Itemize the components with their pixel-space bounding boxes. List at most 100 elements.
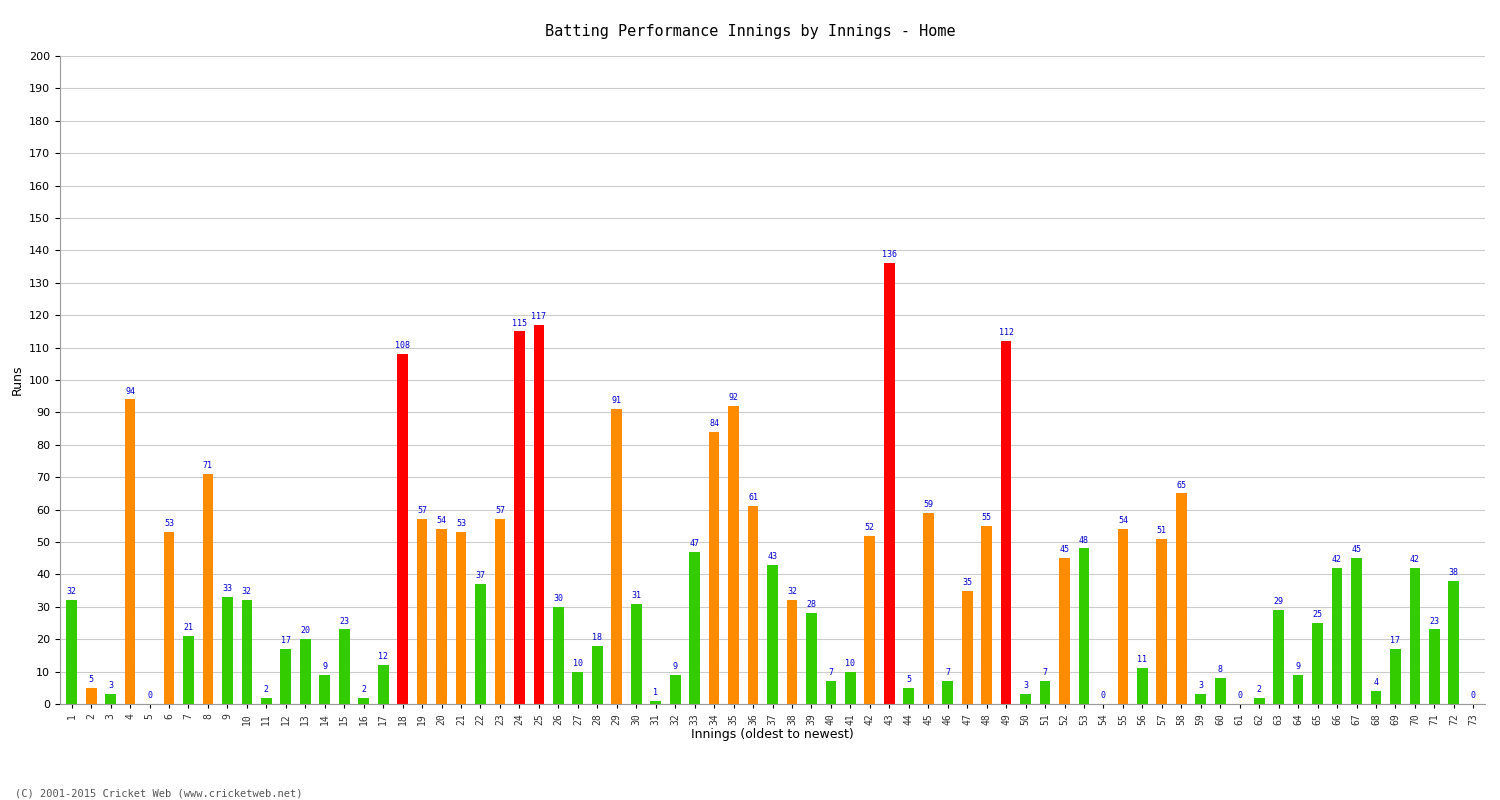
Bar: [1156, 538, 1167, 704]
Bar: [632, 603, 642, 704]
Bar: [903, 688, 914, 704]
Bar: [86, 688, 96, 704]
Text: 94: 94: [124, 386, 135, 395]
Bar: [884, 263, 894, 704]
Bar: [476, 584, 486, 704]
Y-axis label: Runs: Runs: [10, 365, 24, 395]
Bar: [66, 600, 76, 704]
Bar: [747, 506, 759, 704]
Bar: [708, 432, 720, 704]
Bar: [222, 597, 232, 704]
Text: 11: 11: [1137, 655, 1148, 665]
Bar: [398, 354, 408, 704]
Bar: [864, 535, 874, 704]
Text: 92: 92: [729, 393, 738, 402]
Text: 54: 54: [1118, 516, 1128, 525]
Text: 42: 42: [1332, 555, 1342, 564]
Bar: [1449, 581, 1460, 704]
Bar: [766, 565, 778, 704]
Text: 45: 45: [1352, 546, 1362, 554]
Bar: [1390, 649, 1401, 704]
Text: 47: 47: [690, 539, 699, 548]
Bar: [612, 409, 622, 704]
Text: 28: 28: [807, 600, 816, 610]
Text: 25: 25: [1312, 610, 1323, 619]
Bar: [124, 399, 135, 704]
Text: 48: 48: [1078, 535, 1089, 545]
Bar: [670, 675, 681, 704]
Text: 10: 10: [846, 658, 855, 668]
Text: 59: 59: [922, 500, 933, 509]
Text: 21: 21: [183, 623, 194, 632]
Text: 30: 30: [554, 594, 564, 603]
Text: 45: 45: [1059, 546, 1070, 554]
Bar: [534, 325, 544, 704]
Text: 9: 9: [672, 662, 678, 671]
Text: 117: 117: [531, 312, 546, 321]
Text: 136: 136: [882, 250, 897, 259]
Bar: [495, 519, 506, 704]
Text: 52: 52: [865, 522, 874, 532]
Bar: [261, 698, 272, 704]
Text: 3: 3: [1023, 682, 1028, 690]
Text: 53: 53: [456, 519, 466, 528]
Bar: [1312, 623, 1323, 704]
Bar: [1176, 494, 1186, 704]
Bar: [1137, 668, 1148, 704]
Text: 8: 8: [1218, 665, 1222, 674]
Text: 57: 57: [417, 506, 428, 515]
Text: 91: 91: [612, 396, 622, 406]
Bar: [554, 606, 564, 704]
Text: 32: 32: [788, 587, 796, 597]
Text: 23: 23: [1430, 617, 1440, 626]
Bar: [339, 630, 350, 704]
Bar: [1371, 691, 1382, 704]
Bar: [1410, 568, 1420, 704]
Bar: [1352, 558, 1362, 704]
Text: 57: 57: [495, 506, 506, 515]
Bar: [1215, 678, 1225, 704]
Text: 2: 2: [362, 685, 366, 694]
Bar: [786, 600, 798, 704]
Bar: [922, 513, 933, 704]
Text: 18: 18: [592, 633, 603, 642]
Bar: [1274, 610, 1284, 704]
Text: 53: 53: [164, 519, 174, 528]
Bar: [1332, 568, 1342, 704]
Bar: [300, 639, 310, 704]
Text: 43: 43: [768, 552, 777, 561]
Bar: [1430, 630, 1440, 704]
Bar: [942, 682, 952, 704]
Bar: [981, 526, 992, 704]
Text: 35: 35: [962, 578, 972, 586]
Text: 51: 51: [1156, 526, 1167, 535]
Text: 32: 32: [66, 587, 76, 597]
Bar: [202, 474, 213, 704]
Text: 23: 23: [339, 617, 350, 626]
Text: 0: 0: [1472, 691, 1476, 700]
Bar: [378, 665, 388, 704]
Bar: [825, 682, 837, 704]
Bar: [728, 406, 740, 704]
Text: 9: 9: [322, 662, 327, 671]
Text: 5: 5: [88, 675, 93, 684]
Bar: [358, 698, 369, 704]
Text: 55: 55: [981, 513, 992, 522]
Text: 115: 115: [512, 318, 526, 327]
Text: 12: 12: [378, 652, 388, 662]
Text: 2: 2: [264, 685, 268, 694]
Bar: [320, 675, 330, 704]
Text: 38: 38: [1449, 568, 1460, 577]
Text: 32: 32: [242, 587, 252, 597]
Text: 17: 17: [1390, 636, 1401, 645]
Text: 108: 108: [394, 341, 410, 350]
Text: 17: 17: [280, 636, 291, 645]
Text: 84: 84: [710, 419, 718, 428]
Bar: [436, 529, 447, 704]
Bar: [183, 636, 194, 704]
Text: 54: 54: [436, 516, 447, 525]
Bar: [242, 600, 252, 704]
Text: 7: 7: [1042, 669, 1047, 678]
Text: 33: 33: [222, 584, 232, 593]
Text: 1: 1: [652, 688, 658, 697]
